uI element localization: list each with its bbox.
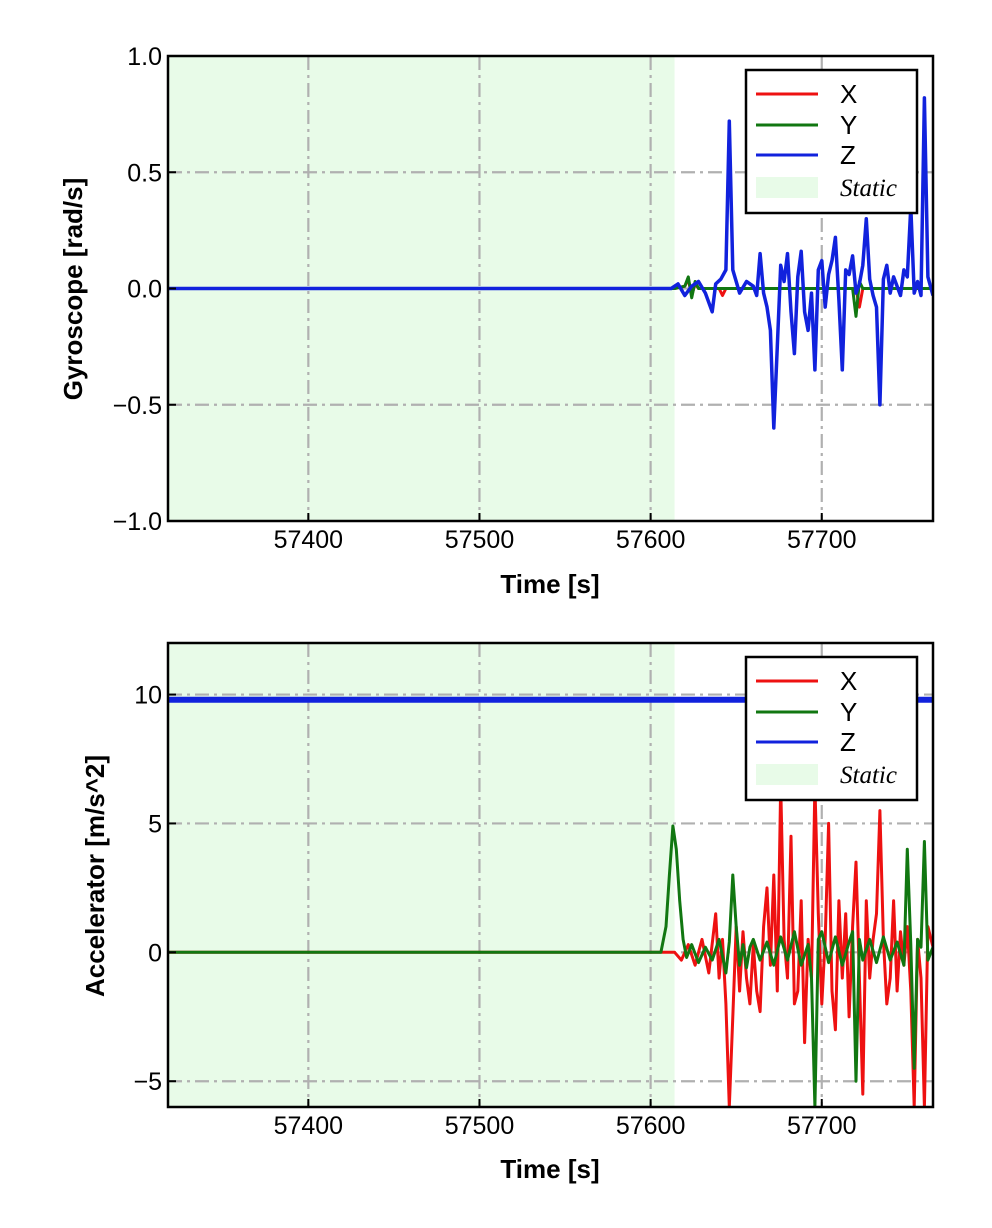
legend: X Y Z Static [744, 68, 919, 215]
x-tick-label: 57500 [445, 1112, 515, 1140]
axis-ticks: 57400 57500 57600 57700 −5 0 5 10 [133, 682, 856, 1140]
legend-label-y: Y [840, 110, 857, 140]
axis-ticks: 57400 57500 57600 57700 −1.0 −0.5 0.0 0.5 1.0 [113, 43, 857, 554]
y-tick-label: 0 [148, 939, 162, 967]
legend-label-static: Static [840, 762, 897, 789]
x-axis-label: Time [s] [500, 1154, 599, 1184]
y-axis-label: Accelerator [m/s^2] [80, 755, 110, 997]
accelerator-chart: 57400 57500 57600 57700 −5 0 5 10 Time [s] Acce… [80, 641, 935, 1184]
series-y-line [168, 824, 933, 1107]
series-group [168, 96, 933, 430]
legend-swatch-static [756, 177, 818, 198]
y-tick-label: −0.5 [113, 392, 162, 420]
x-tick-label: 57600 [616, 1112, 686, 1140]
legend-label-y: Y [840, 697, 857, 727]
legend-swatch-static [756, 764, 818, 785]
y-tick-label: 0.0 [127, 276, 162, 304]
static-region [168, 643, 675, 1107]
y-tick-label: 1.0 [127, 43, 162, 71]
legend: X Y Z Static [744, 655, 919, 802]
y-tick-label: −5 [133, 1068, 162, 1096]
plot-frame [166, 641, 935, 1109]
x-tick-label: 57700 [787, 526, 857, 554]
x-tick-label: 57400 [274, 526, 344, 554]
gyroscope-chart: 57400 57500 57600 57700 −1.0 −0.5 0.0 0.5 1.0 Ti… [58, 43, 935, 599]
legend-label-z: Z [840, 727, 856, 757]
y-tick-label: −1.0 [113, 508, 162, 536]
x-tick-label: 57600 [616, 526, 686, 554]
series-z-line [168, 96, 933, 430]
legend-label-x: X [840, 79, 857, 109]
y-axis-label: Gyroscope [rad/s] [58, 178, 88, 401]
x-tick-label: 57700 [787, 1112, 857, 1140]
legend-label-z: Z [840, 140, 856, 170]
y-tick-label: 5 [148, 810, 162, 838]
x-axis-label: Time [s] [500, 569, 599, 599]
legend-label-x: X [840, 666, 857, 696]
grid [168, 643, 933, 1107]
x-tick-label: 57400 [274, 1112, 344, 1140]
y-tick-label: 0.5 [127, 159, 162, 187]
x-tick-label: 57500 [445, 526, 515, 554]
legend-label-static: Static [840, 175, 897, 202]
y-tick-label: 10 [134, 682, 162, 710]
